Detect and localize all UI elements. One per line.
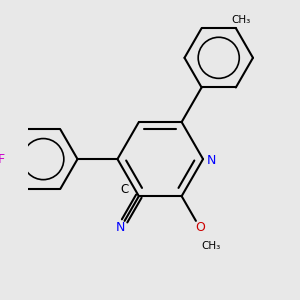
Text: O: O: [195, 221, 205, 234]
Text: CH₃: CH₃: [231, 14, 250, 25]
Text: CH₃: CH₃: [201, 241, 220, 251]
Text: N: N: [116, 221, 125, 234]
Text: N: N: [207, 154, 216, 167]
Text: F: F: [0, 153, 5, 166]
Text: C: C: [121, 183, 129, 196]
